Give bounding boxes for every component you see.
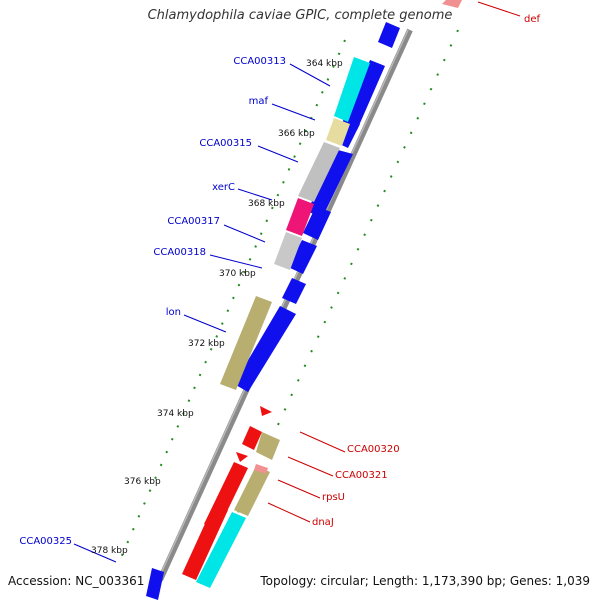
reverse-gene-blocks [182,0,462,588]
kbp-label: 376 kbp [124,477,161,487]
gene-label-def[interactable]: def [524,14,541,25]
kbp-label: 364 kbp [306,59,343,69]
gene-label-CCA00321[interactable]: CCA00321 [335,470,388,481]
gene-block-CCA00320-arrow [260,406,272,416]
gene-label-lon[interactable]: lon [166,307,181,318]
strand-arrows [146,22,400,600]
gene-label-CCA00318[interactable]: CCA00318 [153,247,206,258]
gene-block-red-2 [182,504,228,580]
accession-text: Accession: NC_003361 [8,574,145,588]
topology-summary: Topology: circular; Length: 1,173,390 bp… [260,574,590,588]
genome-backbone [157,28,413,582]
gene-block-pink [254,464,268,474]
forward-gene-blocks [220,57,370,390]
gene-label-CCA00325[interactable]: CCA00325 [19,536,72,547]
reverse-labels: def CCA00320 CCA00321 rpsU dnaJ [312,14,541,528]
gene-label-maf[interactable]: maf [249,96,269,107]
reverse-leaders [267,1,521,523]
gene-block-CCA00313 [334,57,370,122]
gene-label-CCA00317[interactable]: CCA00317 [167,216,220,227]
gene-block-CCA00321 [242,426,262,450]
gene-label-CCA00320[interactable]: CCA00320 [347,444,400,455]
tick-track-outer [204,29,459,586]
kbp-label: 378 kbp [91,546,128,556]
gene-label-dnaJ[interactable]: dnaJ [312,517,334,528]
gene-block-olive [234,466,270,516]
gene-block-cyan-2 [196,512,246,588]
kbp-label: 370 kbp [219,269,256,279]
gene-label-CCA00315[interactable]: CCA00315 [199,138,252,149]
kbp-label: 374 kbp [157,409,194,419]
kbp-label: 366 kbp [278,129,315,139]
gene-label-CCA00313[interactable]: CCA00313 [233,56,286,67]
gene-block-def [442,0,462,8]
gene-block-xerC [286,198,314,236]
kbp-labels: 364 kbp 366 kbp 368 kbp 370 kbp 372 kbp … [91,59,343,556]
gene-label-xerC[interactable]: xerC [212,182,235,193]
gene-block-CCA00315 [298,142,340,202]
gene-label-rpsU[interactable]: rpsU [322,492,345,503]
gene-block-lon [220,296,272,390]
forward-leaders [73,63,331,563]
forward-labels: CCA00313 maf CCA00315 xerC CCA00317 CCA0… [19,56,286,547]
kbp-label: 368 kbp [248,199,285,209]
genome-backbone-highlight [157,29,409,581]
gene-block-dnaJ-arrow [236,452,248,462]
gene-block-maf [326,118,350,146]
map-title: Chlamydophila caviae GPIC, complete geno… [147,8,453,23]
gene-block-CCA00317 [274,232,302,270]
gene-block-rpsU [256,432,280,460]
kbp-label: 372 kbp [188,339,225,349]
